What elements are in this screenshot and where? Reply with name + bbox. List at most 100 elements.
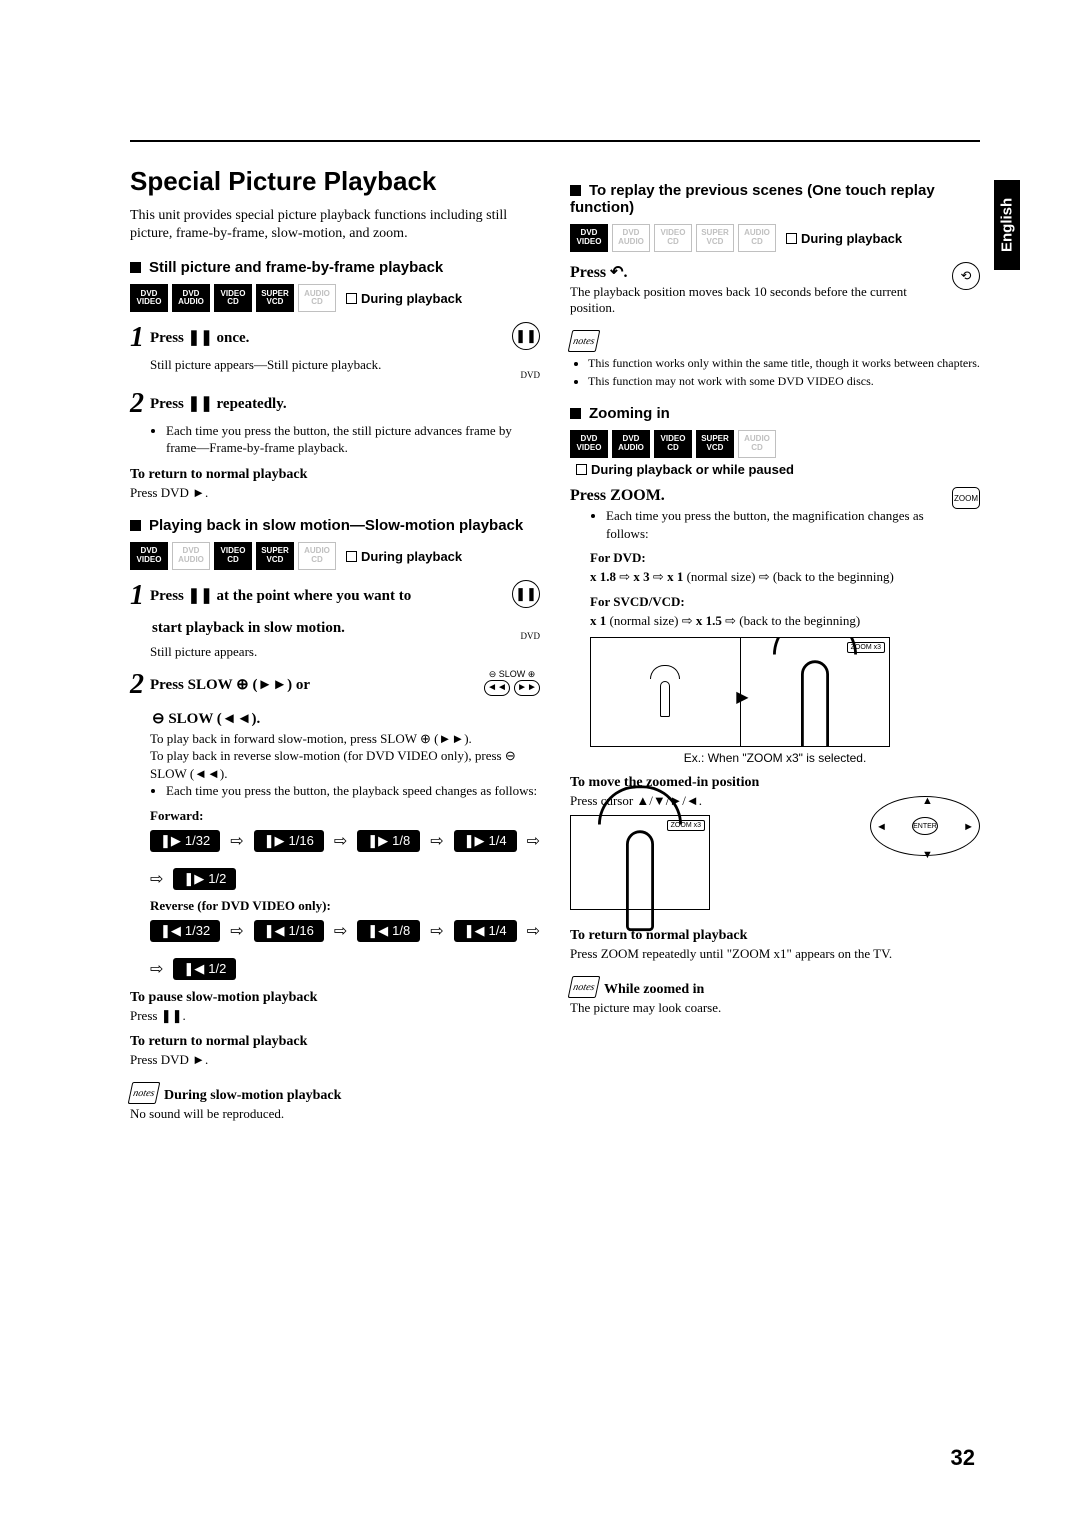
replay-notes: This function works only within the same…	[588, 356, 980, 389]
speed-pill: ❚▶ 1/4	[454, 830, 517, 852]
format-badge: VIDEOCD	[214, 284, 252, 312]
press-replay: Press ↶.	[570, 264, 628, 281]
format-badge: DVDVIDEO	[130, 542, 168, 570]
zoom-caption: Ex.: When "ZOOM x3" is selected.	[570, 751, 980, 765]
for-dvd-b: x 1.8 ⇨ x 3 ⇨ x 1 (normal size) ⇨ (back …	[590, 568, 980, 586]
step1-slowmo-body: Still picture appears.	[150, 643, 540, 661]
format-badge: SUPERVCD	[696, 224, 734, 252]
notes-icon-3: notes	[568, 976, 601, 998]
page-title: Special Picture Playback	[130, 166, 540, 197]
forward-pills: ❚▶ 1/32⇨❚▶ 1/16⇨❚▶ 1/8⇨❚▶ 1/4⇨⇨❚▶ 1/2	[150, 830, 540, 890]
speed-pill: ❚▶ 1/32	[150, 830, 220, 852]
notes-icon: notes	[128, 1082, 161, 1104]
step1-slowmo: ❚❚ 1Press ❚❚ at the point where you want…	[130, 580, 540, 661]
for-dvd-h: For DVD:	[590, 550, 980, 566]
speed-pill: ❚◀ 1/2	[173, 958, 236, 980]
step2-slowmo-body1: To play back in forward slow-motion, pre…	[150, 730, 540, 748]
badges-replay: DVDVIDEODVDAUDIOVIDEOCDSUPERVCDAUDIOCD Du…	[570, 224, 980, 252]
zoom-illustration: ▶ ZOOM x3	[590, 637, 890, 747]
still-return-h: To return to normal playback	[130, 467, 540, 483]
notes-icon-2: notes	[568, 330, 601, 352]
reverse-label: Reverse (for DVD VIDEO only):	[150, 898, 540, 914]
speed-pill: ❚▶ 1/16	[254, 830, 324, 852]
format-badge: DVDVIDEO	[130, 284, 168, 312]
slowmo-return-b: Press DVD ►.	[130, 1052, 540, 1068]
format-badge: AUDIOCD	[298, 284, 336, 312]
right-column: To replay the previous scenes (One touch…	[570, 166, 980, 1122]
speed-pill: ❚◀ 1/32	[150, 920, 220, 942]
replay-icon: ⟲	[952, 262, 980, 290]
format-badge: DVDAUDIO	[612, 430, 650, 458]
zoom-return-b: Press ZOOM repeatedly until "ZOOM x1" ap…	[570, 946, 980, 962]
slow-buttons-icon: ⊖ SLOW ⊕ ◄◄►►	[484, 669, 540, 696]
step2-slowmo-a: Press SLOW ⊕ (►►) or	[150, 677, 310, 693]
format-badge: VIDEOCD	[654, 430, 692, 458]
speed-pill: ❚▶ 1/2	[173, 868, 236, 890]
replay-body: The playback position moves back 10 seco…	[570, 284, 980, 316]
step2-still-body: Each time you press the button, the stil…	[166, 422, 540, 457]
format-badge: SUPERVCD	[696, 430, 734, 458]
badges-slowmo: DVDVIDEODVDAUDIOVIDEOCDSUPERVCDAUDIOCD Du…	[130, 542, 540, 570]
format-badge: DVDAUDIO	[612, 224, 650, 252]
intro-text: This unit provides special picture playb…	[130, 207, 540, 243]
zoom-button-icon: ZOOM	[952, 487, 980, 509]
slowmo-pause-b: Press ❚❚.	[130, 1008, 540, 1024]
format-badge: AUDIOCD	[738, 430, 776, 458]
note-item: This function works only within the same…	[588, 356, 980, 371]
speed-pill: ❚◀ 1/8	[357, 920, 420, 942]
speed-pill: ❚◀ 1/4	[454, 920, 517, 942]
slowmo-note-h: During slow-motion playback	[164, 1088, 341, 1104]
format-badge: AUDIOCD	[738, 224, 776, 252]
page-number: 32	[951, 1445, 975, 1471]
step1-still: ❚❚ 1Press ❚❚ once. Still picture appears…	[130, 322, 540, 374]
step2-slowmo-body2: To play back in reverse slow-motion (for…	[150, 747, 540, 782]
format-badge: DVDVIDEO	[570, 224, 608, 252]
section-zoom-heading: Zooming in	[570, 405, 980, 422]
step1-slowmo-b: start playback in slow motion.	[152, 620, 345, 636]
format-badge: DVDAUDIO	[172, 284, 210, 312]
format-badge: DVDAUDIO	[172, 542, 210, 570]
slowmo-pause-h: To pause slow-motion playback	[130, 990, 540, 1006]
step2-still: 2Press ❚❚ repeatedly. Each time you pres…	[130, 388, 540, 457]
pause-icon-2: ❚❚	[512, 580, 540, 608]
context-still: During playback	[346, 291, 462, 306]
zoom-body: Each time you press the button, the magn…	[606, 507, 980, 542]
badges-still: DVDVIDEODVDAUDIOVIDEOCDSUPERVCDAUDIOCD Du…	[130, 284, 540, 312]
step2-slowmo: ⊖ SLOW ⊕ ◄◄►► 2Press SLOW ⊕ (►►) or ⊖ SL…	[130, 669, 540, 800]
slowmo-note-b: No sound will be reproduced.	[130, 1106, 540, 1122]
zoom-note-b: The picture may look coarse.	[570, 1000, 980, 1016]
step2-slowmo-b: ⊖ SLOW (◄◄).	[152, 711, 260, 727]
section-replay-heading: To replay the previous scenes (One touch…	[570, 182, 980, 216]
note-item: This function may not work with some DVD…	[588, 374, 980, 389]
speed-pill: ❚◀ 1/16	[254, 920, 324, 942]
speed-pill: ❚▶ 1/8	[357, 830, 420, 852]
reverse-pills: ❚◀ 1/32⇨❚◀ 1/16⇨❚◀ 1/8⇨❚◀ 1/4⇨⇨❚◀ 1/2	[150, 920, 540, 980]
context-zoom: During playback or while paused	[576, 462, 794, 477]
step1-slowmo-a: Press ❚❚ at the point where you want to	[150, 588, 411, 604]
mini-zoom-illustration: ZOOM x3	[570, 815, 710, 910]
zoom-note-h: While zoomed in	[604, 982, 704, 998]
step2-slowmo-body3: Each time you press the button, the play…	[166, 782, 540, 800]
for-svcd-b: x 1 (normal size) ⇨ x 1.5 ⇨ (back to the…	[590, 612, 980, 630]
press-zoom: Press ZOOM.	[570, 487, 665, 504]
forward-label: Forward:	[150, 808, 540, 824]
format-badge: SUPERVCD	[256, 542, 294, 570]
cursor-pad-icon: ENTER ▲ ▼ ◄ ►	[870, 791, 980, 861]
format-badge: SUPERVCD	[256, 284, 294, 312]
context-slowmo: During playback	[346, 549, 462, 564]
step1-still-text: Press ❚❚ once.	[150, 330, 249, 346]
format-badge: VIDEOCD	[654, 224, 692, 252]
left-column: Special Picture Playback This unit provi…	[130, 166, 540, 1122]
still-return-b: Press DVD ►.	[130, 485, 540, 501]
section-still-heading: Still picture and frame-by-frame playbac…	[130, 259, 540, 276]
slowmo-return-h: To return to normal playback	[130, 1034, 540, 1050]
step2-still-text: Press ❚❚ repeatedly.	[150, 396, 287, 412]
section-slowmo-heading: Playing back in slow motion—Slow-motion …	[130, 517, 540, 534]
top-rule	[130, 140, 980, 142]
badges-zoom: DVDVIDEODVDAUDIOVIDEOCDSUPERVCDAUDIOCD Du…	[570, 430, 980, 477]
for-svcd-h: For SVCD/VCD:	[590, 594, 980, 610]
format-badge: AUDIOCD	[298, 542, 336, 570]
context-replay: During playback	[786, 231, 902, 246]
format-badge: VIDEOCD	[214, 542, 252, 570]
format-badge: DVDVIDEO	[570, 430, 608, 458]
